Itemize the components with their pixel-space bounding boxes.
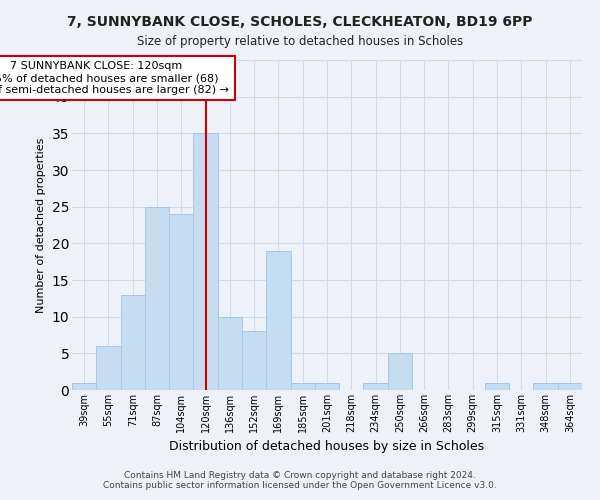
Bar: [364, 382, 388, 390]
Bar: [533, 382, 558, 390]
Bar: [485, 382, 509, 390]
Bar: [266, 250, 290, 390]
Bar: [169, 214, 193, 390]
Bar: [96, 346, 121, 390]
Text: 7 SUNNYBANK CLOSE: 120sqm
← 45% of detached houses are smaller (68)
54% of semi-: 7 SUNNYBANK CLOSE: 120sqm ← 45% of detac…: [0, 62, 229, 94]
Bar: [72, 382, 96, 390]
Bar: [290, 382, 315, 390]
Bar: [145, 206, 169, 390]
Bar: [388, 354, 412, 390]
Bar: [315, 382, 339, 390]
Text: Size of property relative to detached houses in Scholes: Size of property relative to detached ho…: [137, 35, 463, 48]
Bar: [121, 294, 145, 390]
Text: Contains HM Land Registry data © Crown copyright and database right 2024.
Contai: Contains HM Land Registry data © Crown c…: [103, 470, 497, 490]
Y-axis label: Number of detached properties: Number of detached properties: [36, 138, 46, 312]
Bar: [558, 382, 582, 390]
Text: 7, SUNNYBANK CLOSE, SCHOLES, CLECKHEATON, BD19 6PP: 7, SUNNYBANK CLOSE, SCHOLES, CLECKHEATON…: [67, 15, 533, 29]
Bar: [242, 332, 266, 390]
Bar: [193, 134, 218, 390]
Bar: [218, 316, 242, 390]
X-axis label: Distribution of detached houses by size in Scholes: Distribution of detached houses by size …: [169, 440, 485, 454]
